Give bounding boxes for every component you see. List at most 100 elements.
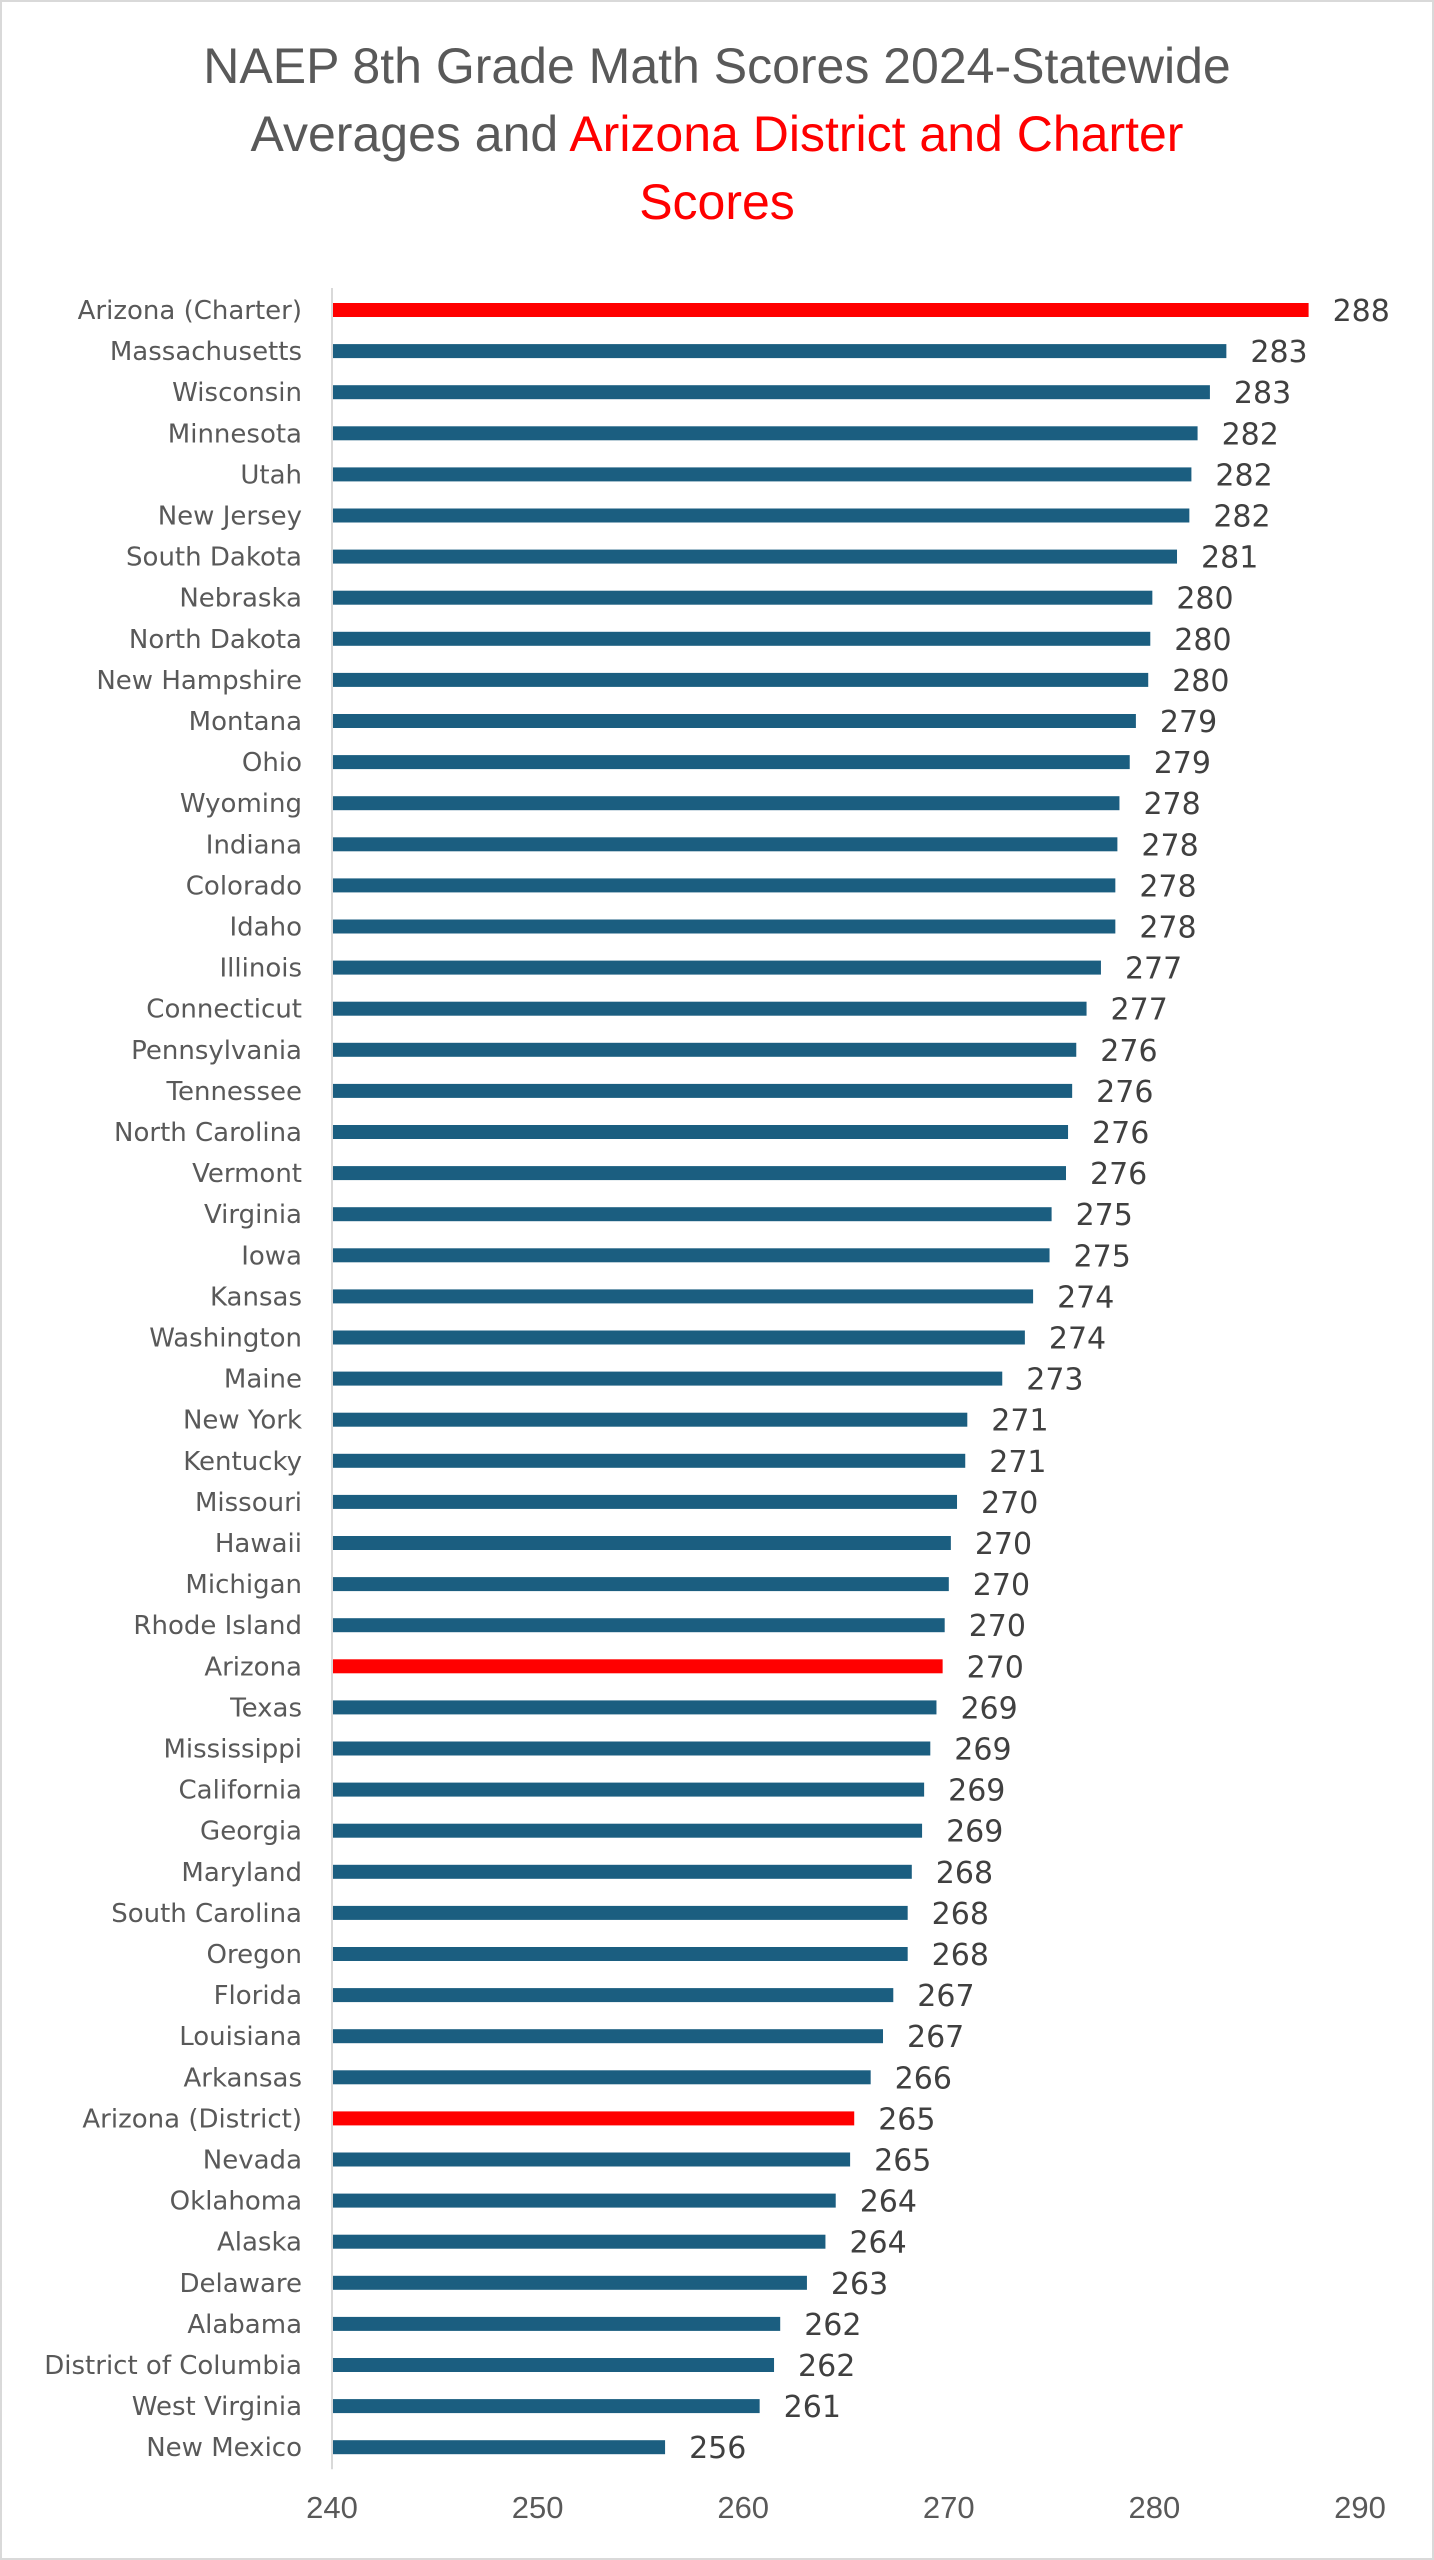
category-label: Alabama <box>187 2310 302 2340</box>
data-label: 267 <box>917 1979 974 2014</box>
data-label: 283 <box>1234 376 1291 411</box>
category-label: Texas <box>229 1693 302 1723</box>
bar <box>333 878 1116 893</box>
data-label: 270 <box>981 1486 1038 1521</box>
bar <box>333 1864 912 1879</box>
x-tick-label: 290 <box>1334 2490 1386 2525</box>
category-label: Oregon <box>207 1940 302 1970</box>
category-label: Ohio <box>242 748 302 778</box>
data-label: 281 <box>1201 541 1258 576</box>
x-tick-label: 240 <box>306 2490 358 2525</box>
category-label: Iowa <box>241 1241 302 1271</box>
bar <box>333 1330 1025 1345</box>
category-label: California <box>179 1776 302 1806</box>
data-label: 266 <box>895 2061 952 2096</box>
x-axis-tick-labels: 240 250 260 270 280 290 <box>306 2490 1386 2525</box>
category-label: Massachusetts <box>110 337 302 367</box>
bar <box>333 2399 760 2414</box>
title-line-2-plain: Averages and <box>250 106 570 162</box>
data-label: 288 <box>1333 294 1390 329</box>
title-line-3: Scores <box>639 174 795 230</box>
data-label: 269 <box>946 1815 1003 1850</box>
category-label: Nebraska <box>179 584 302 614</box>
data-label: 264 <box>849 2226 906 2261</box>
bar <box>333 2358 775 2372</box>
data-label: 270 <box>975 1527 1032 1562</box>
bar <box>333 590 1153 605</box>
data-label: 283 <box>1250 335 1307 370</box>
bar-highlighted <box>333 303 1309 317</box>
category-label: Pennsylvania <box>131 1036 302 1066</box>
x-tick-label: 260 <box>717 2490 769 2525</box>
chart-title: NAEP 8th Grade Math Scores 2024-Statewid… <box>100 32 1334 236</box>
category-label: New Mexico <box>146 2433 302 2463</box>
category-label: Hawaii <box>215 1529 302 1559</box>
data-label: 276 <box>1096 1075 1153 1110</box>
data-label: 280 <box>1172 664 1229 699</box>
category-label: Missouri <box>195 1488 302 1518</box>
bar <box>333 2193 836 2208</box>
category-label: Kentucky <box>183 1447 302 1477</box>
data-label: 270 <box>967 1650 1024 1685</box>
category-label: South Carolina <box>111 1899 302 1929</box>
data-label: 279 <box>1160 705 1217 740</box>
category-label: Alaska <box>217 2228 302 2258</box>
bar <box>333 1536 951 1550</box>
data-label: 279 <box>1154 746 1211 781</box>
category-label: Montana <box>189 707 302 737</box>
bar <box>333 631 1151 646</box>
data-label: 267 <box>907 2020 964 2055</box>
category-label: Georgia <box>200 1817 302 1847</box>
title-line-1: NAEP 8th Grade Math Scores 2024-Statewid… <box>203 38 1231 94</box>
bar <box>333 837 1118 852</box>
bar <box>333 796 1120 811</box>
data-label: 263 <box>831 2267 888 2302</box>
bar <box>333 1494 958 1509</box>
category-label: Wisconsin <box>172 378 302 408</box>
bar <box>333 1371 1003 1386</box>
category-label: Delaware <box>180 2269 302 2299</box>
x-tick-label: 250 <box>512 2490 564 2525</box>
bar <box>333 1125 1069 1139</box>
bar <box>333 508 1190 523</box>
category-label: West Virginia <box>132 2392 302 2422</box>
category-label: District of Columbia <box>44 2351 302 2381</box>
bar <box>333 467 1192 482</box>
x-tick-label: 280 <box>1129 2490 1181 2525</box>
bar <box>333 672 1149 687</box>
data-label: 273 <box>1026 1363 1083 1398</box>
data-label: 278 <box>1139 911 1196 946</box>
data-label: 280 <box>1174 623 1231 658</box>
category-label: Rhode Island <box>133 1611 302 1641</box>
bars-group <box>333 303 1309 2455</box>
data-label: 278 <box>1139 869 1196 904</box>
data-label: 274 <box>1049 1322 1106 1357</box>
category-label: Washington <box>149 1324 302 1354</box>
bar <box>333 1947 908 1961</box>
bar <box>333 2029 884 2044</box>
category-label: Florida <box>214 1981 302 2011</box>
category-label: Kansas <box>210 1282 302 1312</box>
data-label: 264 <box>860 2185 917 2220</box>
bar-highlighted <box>333 2111 855 2126</box>
category-label: Michigan <box>185 1570 302 1600</box>
bar <box>333 2234 826 2249</box>
bar <box>333 1248 1050 1263</box>
category-label: Nevada <box>203 2146 302 2176</box>
data-label: 268 <box>932 1897 989 1932</box>
title-line-2-highlight: Arizona District and Charter <box>569 106 1184 162</box>
data-label: 269 <box>960 1691 1017 1726</box>
category-label: Vermont <box>192 1159 302 1189</box>
data-label: 262 <box>798 2349 855 2384</box>
data-label: 269 <box>948 1774 1005 1809</box>
bar <box>333 344 1227 359</box>
bar <box>333 919 1116 934</box>
data-label: 276 <box>1092 1116 1149 1151</box>
category-label: Minnesota <box>168 419 302 449</box>
category-label: Indiana <box>206 830 302 860</box>
category-label: Tennessee <box>166 1077 303 1107</box>
data-label: 278 <box>1141 828 1198 863</box>
bar <box>333 1905 908 1920</box>
category-label: Arizona (District) <box>82 2104 302 2134</box>
data-label: 282 <box>1213 500 1270 535</box>
